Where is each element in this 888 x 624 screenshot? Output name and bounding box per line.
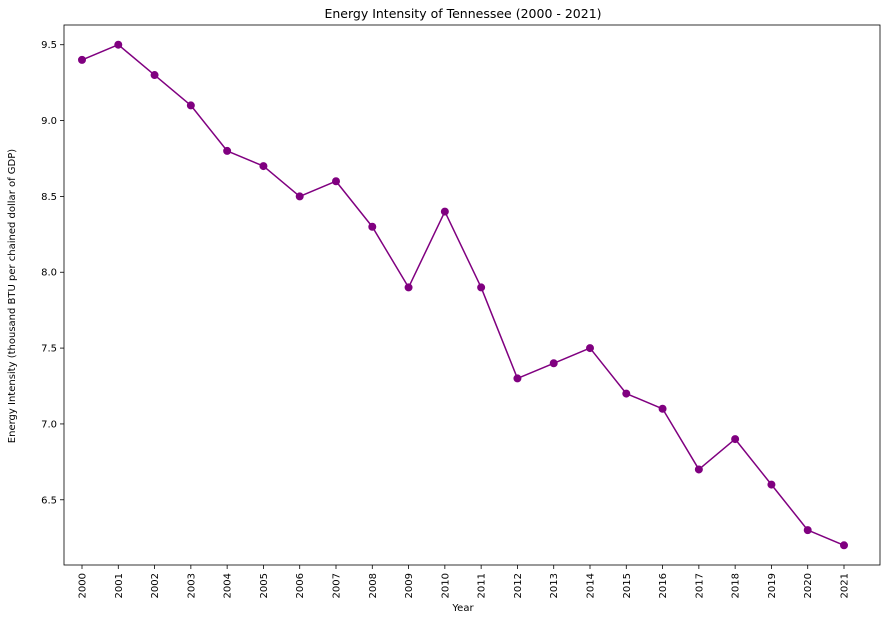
y-tick-label: 9.5 [41,40,57,51]
data-point [295,192,304,201]
x-tick-label: 2004 [223,573,234,598]
x-tick-label: 2007 [332,573,343,598]
y-tick-label: 6.5 [41,495,57,506]
series-line [81,43,845,546]
x-tick-label: 2000 [78,573,89,598]
x-tick-label: 2020 [803,573,814,598]
y-tick-label: 8.5 [41,192,57,203]
x-tick-label: 2010 [440,573,451,598]
data-point [223,146,232,155]
data-point [404,283,413,292]
data-point [368,222,377,231]
data-point [150,71,159,80]
x-tick-label: 2002 [150,573,161,598]
plot-frame [63,24,881,566]
data-point [586,344,594,353]
x-tick-label: 2019 [767,573,778,598]
y-tick-label: 7.0 [41,419,57,430]
y-axis-label: Energy Intensity (thousand BTU per chain… [7,149,18,443]
data-point [549,359,558,368]
data-point [477,283,486,292]
data-point [803,526,812,535]
x-tick-label: 2016 [658,573,669,598]
x-tick-label: 2008 [368,573,379,598]
x-axis-label: Year [451,603,474,614]
data-point [78,55,86,64]
data-point [259,162,268,171]
data-point [767,480,776,489]
x-tick-label: 2015 [622,573,633,598]
data-point [658,404,667,413]
x-tick-label: 2014 [586,573,597,598]
data-point [513,374,522,383]
y-tick-label: 8.0 [41,268,57,279]
data-point [840,541,848,550]
x-tick-label: 2017 [694,573,705,598]
x-tick-label: 2005 [259,573,270,598]
data-point [332,177,340,186]
data-point [440,207,449,216]
x-tick-label: 2006 [295,573,306,598]
x-tick-label: 2003 [186,573,197,598]
x-tick-label: 2011 [477,573,488,598]
x-tick-label: 2013 [549,573,560,598]
y-tick-label: 9.0 [41,116,57,127]
data-point [622,389,631,398]
y-tick-label: 7.5 [41,344,57,355]
chart-title: Energy Intensity of Tennessee (2000 - 20… [324,6,601,21]
plot-area: 6.5 7.0 7.5 8.0 8.5 9.0 9.5 2000 2001 2002 2003 200… [41,24,881,598]
x-tick-label: 2001 [114,573,125,598]
x-tick-label: 2018 [731,573,742,598]
data-point [114,40,123,49]
data-point [186,101,195,110]
x-tick-label: 2009 [404,573,415,598]
data-point [694,465,703,474]
x-tick-label: 2012 [513,573,524,598]
data-point [731,435,740,444]
x-tick-label: 2021 [840,573,851,598]
